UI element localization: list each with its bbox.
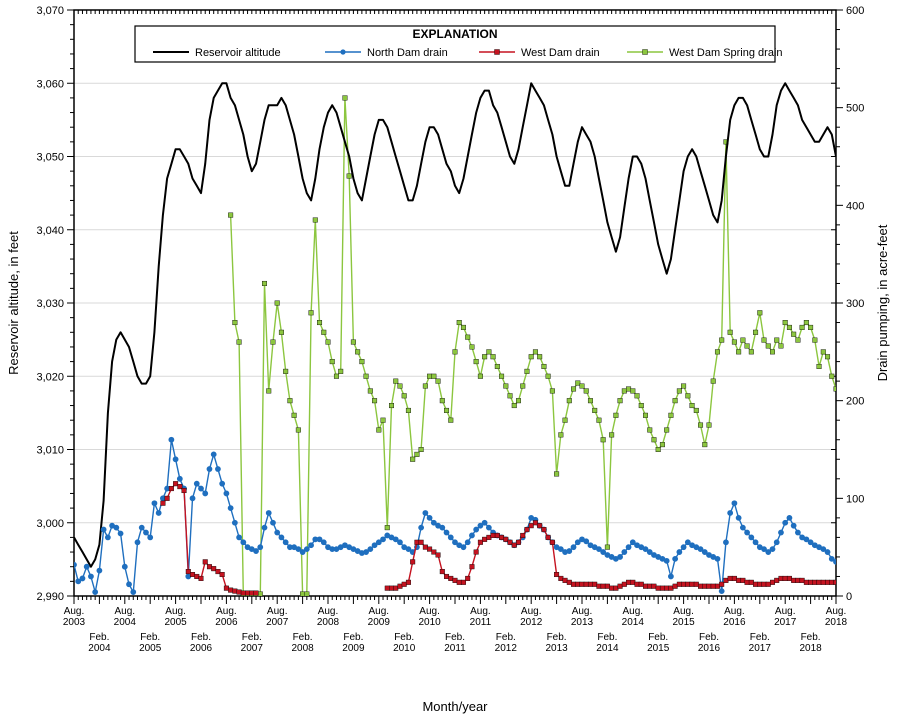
y-right-tick-label: 100 — [846, 493, 864, 505]
legend-title: EXPLANATION — [412, 27, 497, 41]
x-tick-label: Feb.2014 — [596, 632, 619, 654]
x-axis-label: Month/year — [422, 699, 488, 714]
x-tick-label: Feb.2016 — [698, 632, 721, 654]
legend-item-label: Reservoir altitude — [195, 47, 281, 59]
x-tick-label: Aug.2004 — [114, 606, 137, 628]
y-right-tick-label: 0 — [846, 591, 852, 603]
reservoir-drain-chart: Aug.2003 Aug.2004 Aug.2005 Aug.2006 Aug.2007… — [0, 0, 901, 723]
y-right-tick-label: 300 — [846, 298, 864, 310]
y-left-axis-label: Reservoir altitude, in feet — [6, 231, 21, 375]
x-tick-label: Feb.2017 — [749, 632, 772, 654]
y-left-tick-label: 3,030 — [36, 298, 64, 310]
x-tick-label: Feb.2008 — [291, 632, 314, 654]
x-tick-label: Feb.2005 — [139, 632, 162, 654]
y-left-tick-label: 3,010 — [36, 445, 64, 457]
y-right-tick-label: 400 — [846, 200, 864, 212]
legend-item-label: North Dam drain — [367, 47, 448, 59]
x-tick-label: Feb.2007 — [241, 632, 264, 654]
x-tick-label: Aug.2005 — [164, 606, 187, 628]
x-tick-label: Aug.2010 — [418, 606, 441, 628]
x-tick-label: Feb.2015 — [647, 632, 670, 654]
y-right-tick-label: 500 — [846, 103, 864, 115]
x-tick-label: Feb.2012 — [495, 632, 518, 654]
x-tick-label: Feb.2004 — [88, 632, 111, 654]
x-tick-label: Aug.2003 — [63, 606, 86, 628]
x-tick-label: Aug.2017 — [774, 606, 797, 628]
x-tick-label: Aug.2008 — [317, 606, 340, 628]
y-left-tick-label: 3,070 — [36, 5, 64, 17]
x-tick-label: Aug.2011 — [470, 606, 492, 628]
x-tick-label: Aug.2009 — [368, 606, 391, 628]
x-tick-label: Aug.2007 — [266, 606, 289, 628]
y-left-tick-label: 3,000 — [36, 518, 64, 530]
y-right-tick-label: 200 — [846, 396, 864, 408]
y-left-tick-label: 3,050 — [36, 152, 64, 164]
y-left-tick-label: 3,060 — [36, 78, 64, 90]
x-tick-label: Aug.2015 — [672, 606, 695, 628]
x-tick-label: Feb.2009 — [342, 632, 365, 654]
y-left-tick-label: 3,040 — [36, 225, 64, 237]
x-tick-label: Aug.2013 — [571, 606, 594, 628]
y-right-axis-label: Drain pumping, in acre-feet — [875, 224, 890, 381]
y-right-tick-label: 600 — [846, 5, 864, 17]
x-tick-label: Aug.2012 — [520, 606, 543, 628]
legend-item-label: West Dam Spring drain — [669, 47, 783, 59]
x-tick-label: Feb.2011 — [444, 632, 466, 654]
x-tick-label: Aug.2006 — [215, 606, 238, 628]
y-left-tick-label: 3,020 — [36, 371, 64, 383]
legend: EXPLANATION Reservoir altitude North Dam d… — [135, 26, 783, 62]
x-tick-label: Feb.2010 — [393, 632, 416, 654]
x-tick-label: Aug.2014 — [622, 606, 645, 628]
x-tick-label: Aug.2016 — [723, 606, 746, 628]
legend-item-label: West Dam drain — [521, 47, 600, 59]
x-tick-label: Feb.2018 — [799, 632, 822, 654]
y-left-tick-label: 2,990 — [36, 591, 64, 603]
x-tick-label: Feb.2013 — [545, 632, 568, 654]
x-tick-label: Feb.2006 — [190, 632, 213, 654]
x-tick-label: Aug.2018 — [825, 606, 848, 628]
